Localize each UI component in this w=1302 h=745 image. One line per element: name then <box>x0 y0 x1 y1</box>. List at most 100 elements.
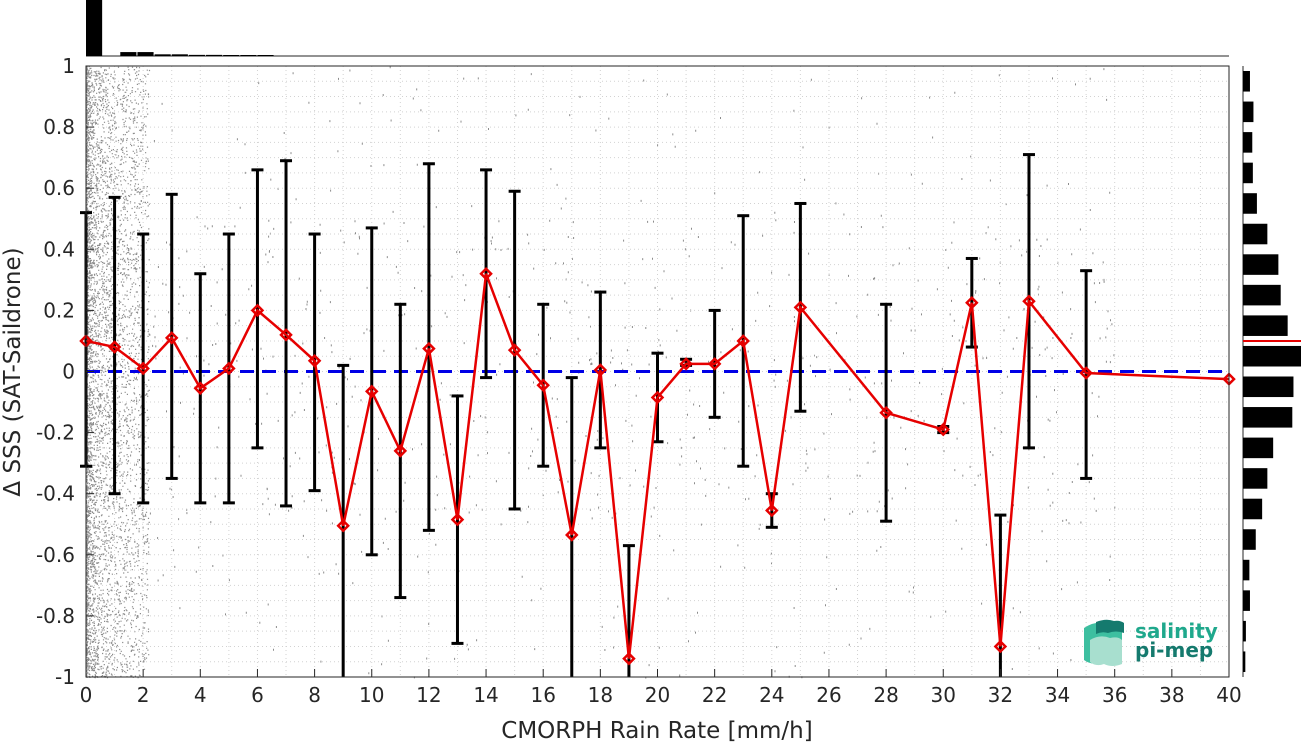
data-point <box>307 354 322 368</box>
right-histogram-bar <box>1243 193 1257 214</box>
data-point <box>1079 366 1093 380</box>
x-tick-label: 32 <box>988 683 1013 707</box>
right-histogram-bar <box>1243 437 1274 459</box>
error-bars <box>80 153 1093 677</box>
data-point <box>593 363 608 377</box>
right-histogram-bar <box>1243 559 1250 581</box>
x-tick-label: 30 <box>931 683 956 707</box>
right-histogram <box>1242 66 1301 677</box>
x-axis-label: CMORPH Rain Rate [mm/h] <box>501 718 812 744</box>
data-point <box>364 384 379 399</box>
data-point <box>736 334 750 348</box>
data-point <box>565 528 579 542</box>
top-histogram-bar <box>120 52 137 56</box>
data-point <box>879 405 893 420</box>
data-point <box>250 303 265 318</box>
x-tick-label: 14 <box>473 683 498 707</box>
top-histogram-bar <box>154 54 171 56</box>
right-histogram-bar <box>1243 651 1246 672</box>
x-tick-label: 26 <box>816 683 841 707</box>
data-point <box>479 266 493 281</box>
right-histogram-bar <box>1243 132 1253 153</box>
y-tick-label: 0 <box>62 360 75 384</box>
x-tick-label: 8 <box>308 683 321 707</box>
top-histogram-bar <box>240 55 257 56</box>
data-point <box>650 390 665 405</box>
right-histogram-bar <box>1243 315 1288 336</box>
x-tick-label: 40 <box>1216 683 1241 707</box>
top-histogram-bar <box>171 54 188 56</box>
data-point <box>507 343 522 357</box>
right-histogram-bar <box>1243 254 1279 275</box>
right-histogram-bar <box>1243 529 1256 550</box>
data-point <box>422 341 436 356</box>
salinity-pi-mep-logo: salinity pi-mep <box>1084 619 1218 666</box>
top-histogram-bar <box>206 54 223 56</box>
x-tick-label: 0 <box>80 683 93 707</box>
y-tick-label: 0.4 <box>43 237 75 261</box>
y-tick-label: 0.2 <box>43 298 75 322</box>
right-histogram-bar <box>1243 468 1268 489</box>
right-histogram-bar <box>1243 498 1263 520</box>
data-point <box>336 519 350 533</box>
right-histogram-bar <box>1243 407 1293 428</box>
wave-icon <box>1084 619 1124 666</box>
right-histogram-bar <box>1243 162 1253 184</box>
data-point <box>164 331 179 345</box>
y-tick-label: 0.8 <box>43 115 75 139</box>
right-histogram-bar <box>1243 71 1250 92</box>
data-point <box>993 639 1008 654</box>
y-tick-label: -0.6 <box>36 543 75 567</box>
top-histogram-bar <box>257 55 274 56</box>
right-histogram-bar <box>1243 376 1294 398</box>
x-tick-label: 34 <box>1045 683 1070 707</box>
x-tick-label: 28 <box>873 683 898 707</box>
y-tick-label: 1 <box>62 54 75 78</box>
data-point <box>622 651 636 666</box>
x-tick-label: 2 <box>137 683 150 707</box>
y-tick-label: 0.6 <box>43 176 75 200</box>
top-histogram-bar <box>188 54 206 56</box>
mean-markers <box>79 266 1236 666</box>
y-tick-label: -1 <box>55 665 75 689</box>
data-point <box>965 295 979 310</box>
logo-line2: pi-mep <box>1135 638 1213 662</box>
x-tick-label: 16 <box>530 683 555 707</box>
logo-line1: salinity <box>1135 619 1218 643</box>
top-histogram-bar <box>86 0 103 56</box>
data-point <box>136 361 150 376</box>
mean-line <box>85 273 1230 659</box>
right-histogram-bar <box>1243 101 1254 123</box>
x-axis-ticks: 0 2 4 6 8 10 12 14 16 18 20 22 24 26 28 30 32 34 36 38 40 <box>80 669 1242 707</box>
data-point <box>1022 294 1036 309</box>
right-histogram-bar <box>1243 620 1246 642</box>
right-histogram-bar <box>1243 590 1250 611</box>
data-point <box>707 357 722 371</box>
x-tick-label: 4 <box>194 683 207 707</box>
data-point <box>536 378 550 393</box>
y-axis-ticks: 1 0.8 0.6 0.4 0.2 0 -0.2 -0.4 -0.6 -0.8 -1 <box>36 54 94 689</box>
y-tick-label: -0.4 <box>36 482 75 506</box>
data-point <box>765 503 779 518</box>
top-histogram-bar <box>223 55 240 56</box>
x-tick-label: 6 <box>251 683 264 707</box>
data-point <box>279 328 293 342</box>
data-point <box>793 300 808 315</box>
x-tick-label: 22 <box>702 683 727 707</box>
x-tick-label: 24 <box>759 683 784 707</box>
data-point <box>679 357 693 371</box>
data-point <box>450 512 465 527</box>
x-tick-label: 18 <box>588 683 613 707</box>
y-tick-label: -0.8 <box>36 604 75 628</box>
data-point <box>393 444 408 458</box>
right-histogram-bar <box>1243 284 1281 306</box>
y-axis-label: Δ SSS (SAT-Saildrone) <box>0 247 26 496</box>
top-histogram <box>86 0 1229 57</box>
data-point <box>222 361 236 376</box>
data-point <box>936 422 951 437</box>
x-tick-label: 10 <box>359 683 384 707</box>
right-histogram-bar <box>1243 223 1268 245</box>
x-tick-label: 36 <box>1102 683 1127 707</box>
data-point <box>107 340 122 354</box>
